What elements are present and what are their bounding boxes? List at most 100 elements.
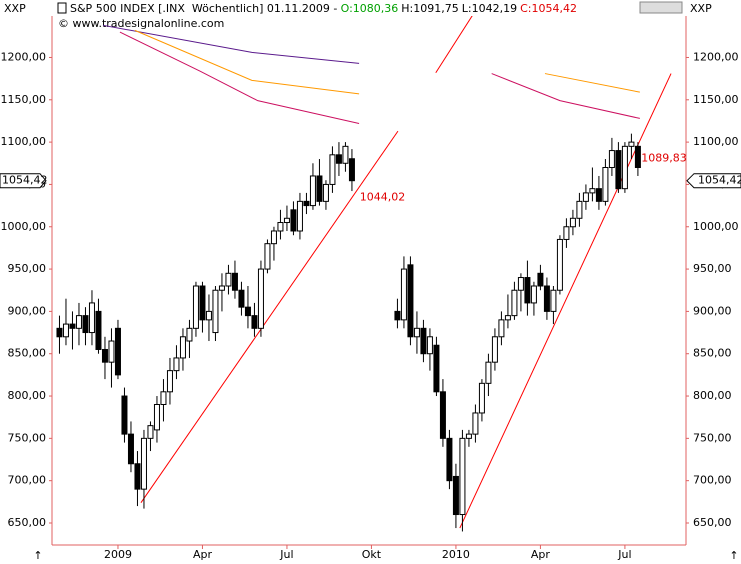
- x-tick-label: Jul: [279, 548, 293, 561]
- high: H:1091,75: [401, 2, 458, 15]
- candle-body: [257, 268, 264, 329]
- indicator-line: [491, 73, 640, 119]
- candle-body: [127, 433, 134, 465]
- indicator-line: [102, 24, 360, 64]
- candle-body: [75, 315, 82, 329]
- candle-body: [615, 150, 622, 190]
- candle-body: [439, 391, 446, 439]
- candle-body: [426, 336, 433, 355]
- y-tick-label: 700,00: [693, 474, 732, 487]
- candle-body: [602, 167, 609, 202]
- candle-body: [147, 425, 154, 439]
- candle-body: [309, 175, 316, 207]
- candle-body: [556, 238, 563, 291]
- header: S&P 500 INDEX [.INX Wöchentlich] 01.11.2…: [70, 2, 577, 15]
- candle-body: [322, 183, 329, 202]
- candle-body: [608, 150, 615, 169]
- candle-body: [296, 200, 303, 232]
- candle-body: [95, 310, 102, 350]
- x-tick-label: Apr: [193, 548, 213, 561]
- candle-body: [264, 243, 271, 270]
- candle-body: [478, 382, 485, 414]
- candle-body: [420, 327, 427, 355]
- candle-body: [316, 175, 323, 202]
- y-tick-label: 900,00: [8, 304, 47, 317]
- window-buttons[interactable]: [639, 1, 683, 14]
- y-tick-label: 650,00: [8, 516, 47, 529]
- candle-body: [563, 226, 570, 240]
- candle-body: [335, 154, 342, 164]
- indicator-line: [544, 73, 640, 93]
- y-tick-label: 650,00: [693, 516, 732, 529]
- candle-body: [225, 272, 232, 287]
- y-tick-label: 1150,00: [1, 93, 47, 106]
- candle-body: [582, 192, 589, 202]
- x-tick-label: Okt: [362, 548, 382, 561]
- x-tick-label: Jul: [617, 548, 631, 561]
- candle-body: [465, 433, 472, 439]
- candle-body: [342, 145, 349, 164]
- low: L:1042,19: [462, 2, 517, 15]
- x-tick-label: 2010: [442, 548, 470, 561]
- candle-body: [218, 285, 225, 291]
- y-tick-label: 750,00: [693, 431, 732, 444]
- candle-body: [537, 272, 544, 287]
- candle-body: [595, 188, 602, 202]
- candle-body: [517, 277, 524, 291]
- candle-body: [446, 437, 453, 482]
- candle-body: [621, 145, 628, 190]
- candle-body: [543, 285, 550, 312]
- y-tick-label: 850,00: [693, 347, 732, 360]
- candle-body: [550, 289, 557, 312]
- candle-body: [173, 357, 180, 372]
- y-tick-label: 750,00: [8, 431, 47, 444]
- price-label: 1054,42: [698, 174, 741, 187]
- candle-body: [69, 323, 76, 329]
- indicator-line: [134, 29, 360, 95]
- candle-body: [212, 289, 219, 334]
- candle-body: [108, 340, 115, 363]
- candle-body: [394, 310, 401, 321]
- annotation: 1044,02: [360, 190, 406, 203]
- candle-body: [153, 403, 160, 431]
- y-tick-label: 900,00: [693, 304, 732, 317]
- candle-body: [634, 145, 641, 169]
- candle-body: [114, 327, 121, 376]
- candle-body: [283, 217, 290, 224]
- candle-body: [524, 277, 531, 304]
- candle-body: [277, 222, 284, 232]
- y-tick-label: 1200,00: [693, 50, 739, 63]
- y-tick-label: 1000,00: [1, 220, 47, 233]
- candle-body: [329, 154, 336, 185]
- candle-body: [121, 395, 128, 435]
- scroll-arrow[interactable]: ↑: [729, 549, 738, 562]
- nav-buttons[interactable]: [639, 1, 683, 14]
- candle-body: [504, 315, 511, 321]
- candle-body: [628, 141, 635, 147]
- open: O:1080,36: [341, 2, 399, 15]
- y-tick-label: 1100,00: [1, 135, 47, 148]
- y-tick-label: 1100,00: [693, 135, 739, 148]
- candle-body: [82, 315, 89, 334]
- candle-body: [413, 327, 420, 338]
- candle-body: [231, 272, 238, 291]
- candle-body: [452, 475, 459, 516]
- candle-body: [511, 289, 518, 317]
- candle-body: [589, 188, 596, 194]
- candle-body: [348, 158, 355, 182]
- candle-body: [290, 209, 297, 232]
- scroll-arrow[interactable]: ↑: [33, 549, 42, 562]
- candle-body: [433, 344, 440, 393]
- price-box: [0, 173, 47, 189]
- y-tick-label: 1150,00: [693, 93, 739, 106]
- indicator-line: [119, 31, 360, 124]
- candle-body: [270, 230, 277, 245]
- y-tick-label: 1200,00: [1, 50, 47, 63]
- candle-body: [179, 336, 186, 359]
- candle-body: [166, 370, 173, 393]
- indicator-line: [435, 16, 473, 73]
- y-tick-label: 800,00: [8, 389, 47, 402]
- x-tick-label: 2009: [104, 548, 132, 561]
- candle-body: [56, 327, 63, 338]
